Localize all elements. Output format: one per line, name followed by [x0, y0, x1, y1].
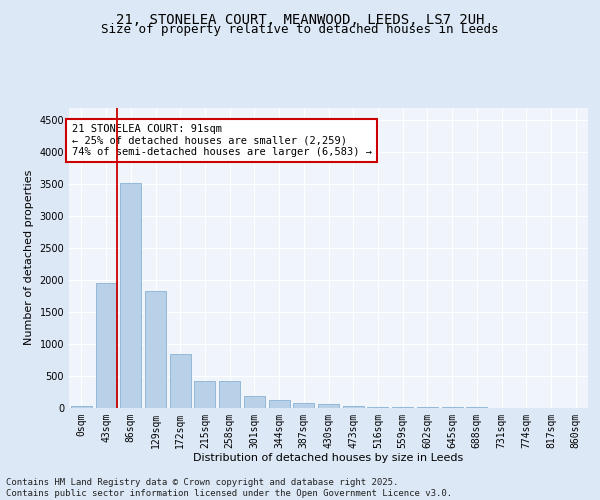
Bar — [367, 407, 388, 408]
Text: 21, STONELEA COURT, MEANWOOD, LEEDS, LS7 2UH: 21, STONELEA COURT, MEANWOOD, LEEDS, LS7… — [116, 12, 484, 26]
Text: Size of property relative to detached houses in Leeds: Size of property relative to detached ho… — [101, 22, 499, 36]
Bar — [293, 403, 314, 407]
Text: Contains HM Land Registry data © Crown copyright and database right 2025.
Contai: Contains HM Land Registry data © Crown c… — [6, 478, 452, 498]
Bar — [343, 406, 364, 407]
Bar — [194, 380, 215, 407]
Bar — [269, 400, 290, 407]
Text: 21 STONELEA COURT: 91sqm
← 25% of detached houses are smaller (2,259)
74% of sem: 21 STONELEA COURT: 91sqm ← 25% of detach… — [71, 124, 371, 157]
X-axis label: Distribution of detached houses by size in Leeds: Distribution of detached houses by size … — [193, 453, 464, 463]
Bar — [170, 354, 191, 408]
Bar — [318, 404, 339, 407]
Bar — [145, 292, 166, 408]
Y-axis label: Number of detached properties: Number of detached properties — [24, 170, 34, 345]
Bar — [71, 406, 92, 407]
Bar — [120, 183, 141, 408]
Bar — [244, 396, 265, 407]
Bar — [95, 283, 116, 408]
Bar — [219, 380, 240, 407]
